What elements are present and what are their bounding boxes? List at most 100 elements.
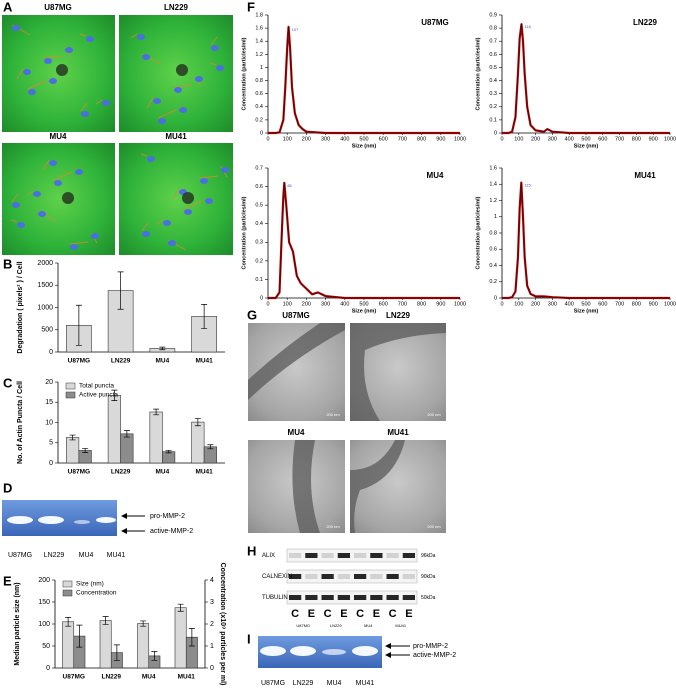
y-tick-label: 0 — [49, 349, 53, 356]
x-tick-label: 500 — [581, 301, 590, 307]
y-tick-label: 1.6 — [255, 26, 263, 32]
blot-band — [370, 595, 383, 600]
x-tick-label: 200 — [531, 301, 540, 307]
y-axis-title: Median particle size (nm) — [14, 582, 21, 665]
blot-band — [305, 553, 318, 558]
lane-label: U87MG — [8, 552, 32, 559]
y-tick-label: 10 — [45, 419, 53, 426]
x-tick-label: MU4 — [142, 674, 156, 681]
gel-bands — [260, 646, 378, 656]
panel-label: G — [247, 307, 257, 322]
size-distribution-mean — [268, 26, 460, 134]
row-label: ALIX — [262, 553, 275, 559]
fraction-label: C — [324, 608, 332, 620]
actin-fiber — [53, 171, 73, 181]
y-tick-label: 1 — [494, 214, 497, 220]
y-tick-label: 1.6 — [489, 165, 497, 171]
nucleus — [28, 89, 36, 95]
panel-label: B — [3, 256, 12, 271]
x-tick-label: 1000 — [454, 136, 466, 142]
actin-fiber — [95, 99, 103, 105]
lane-label: MU4 — [79, 552, 94, 559]
error-bar — [113, 644, 120, 661]
nucleus — [179, 107, 187, 113]
y-tick-label: 0.1 — [489, 117, 497, 123]
x-tick-label: 600 — [379, 136, 388, 142]
y-axis-title: Degradation ( pixels² ) / Cell — [17, 261, 24, 353]
y-tick-label: 1.4 — [255, 39, 263, 45]
x-tick-label: 300 — [548, 136, 557, 142]
error-bar — [117, 271, 124, 310]
chart-title: U87MG — [421, 18, 449, 27]
y-tick-label: 1.8 — [255, 12, 263, 18]
actin-fiber — [26, 190, 34, 196]
x-tick-label: LN229 — [101, 674, 121, 681]
actin-fiber — [140, 153, 148, 157]
nucleus — [12, 25, 20, 31]
peak-label: 85 — [287, 183, 292, 188]
error-bar — [82, 448, 89, 453]
panel-label: D — [3, 480, 12, 495]
degradation-spot — [62, 192, 74, 204]
marker-label: pro-MMP-2 — [150, 513, 185, 520]
y-tick-label: 15 — [45, 399, 53, 406]
x-tick-label: LN229 — [111, 469, 131, 476]
x-tick-label: 300 — [321, 301, 330, 307]
size-label: 90kDa — [421, 574, 436, 580]
actin-fiber — [199, 175, 219, 179]
x-tick-label: 600 — [598, 301, 607, 307]
marker-label: pro-MMP-2 — [413, 643, 448, 650]
y-tick-label: 0.8 — [489, 26, 497, 32]
error-bar — [207, 444, 214, 450]
error-bar — [111, 389, 118, 401]
lane-label: LN229 — [293, 680, 314, 687]
image-title: MU4 — [288, 428, 305, 437]
nucleus — [70, 244, 78, 250]
image-title: U87MG — [282, 311, 310, 320]
x-tick-label: 700 — [398, 301, 407, 307]
fraction-label: C — [291, 608, 299, 620]
y-tick-label: 1000 — [37, 304, 53, 311]
nucleus — [12, 202, 20, 208]
scale-bar-label: 200 nm — [326, 524, 340, 529]
error-bar — [65, 617, 72, 627]
y-tick-label: 0.4 — [489, 78, 497, 84]
legend-swatch — [65, 391, 76, 399]
band — [74, 520, 90, 524]
blot-band — [402, 574, 415, 579]
y2-tick-label: 0 — [210, 665, 214, 672]
x-tick-label: MU4 — [156, 358, 170, 365]
lane-label: U87MG — [296, 623, 310, 628]
y-tick-label: 0.4 — [255, 221, 263, 227]
x-tick-label: 500 — [359, 136, 368, 142]
peak-label: 115 — [524, 183, 531, 188]
nucleus — [49, 78, 57, 84]
nucleus — [17, 222, 25, 228]
nucleus — [200, 178, 208, 184]
x-tick-label: 900 — [649, 136, 658, 142]
y-tick-label: 0.2 — [489, 104, 497, 110]
x-tick-label: MU41 — [178, 674, 196, 681]
actin-fiber — [16, 68, 24, 80]
error-bar — [69, 434, 76, 441]
actin-fiber — [43, 55, 63, 59]
fraction-label: C — [356, 608, 364, 620]
y-tick-label: 50 — [42, 643, 50, 650]
size-distribution — [268, 25, 460, 135]
y-tick-label: 0.4 — [489, 263, 497, 269]
marker-label: active-MMP-2 — [150, 528, 193, 535]
bar — [162, 451, 176, 464]
size-distribution — [502, 23, 670, 135]
blot-band — [321, 574, 334, 579]
y-tick-label: 1.2 — [255, 52, 263, 58]
x-tick-label: MU41 — [195, 469, 213, 476]
x-tick-label: LN229 — [111, 358, 131, 365]
actin-fiber — [130, 33, 138, 39]
nucleus — [75, 169, 83, 175]
image-title: MU41 — [165, 132, 187, 141]
bar — [62, 621, 75, 669]
actin-fiber — [172, 188, 180, 200]
x-tick-label: U87MG — [68, 358, 90, 365]
y-tick-label: 0.3 — [255, 240, 263, 246]
x-tick-label: 100 — [514, 136, 523, 142]
